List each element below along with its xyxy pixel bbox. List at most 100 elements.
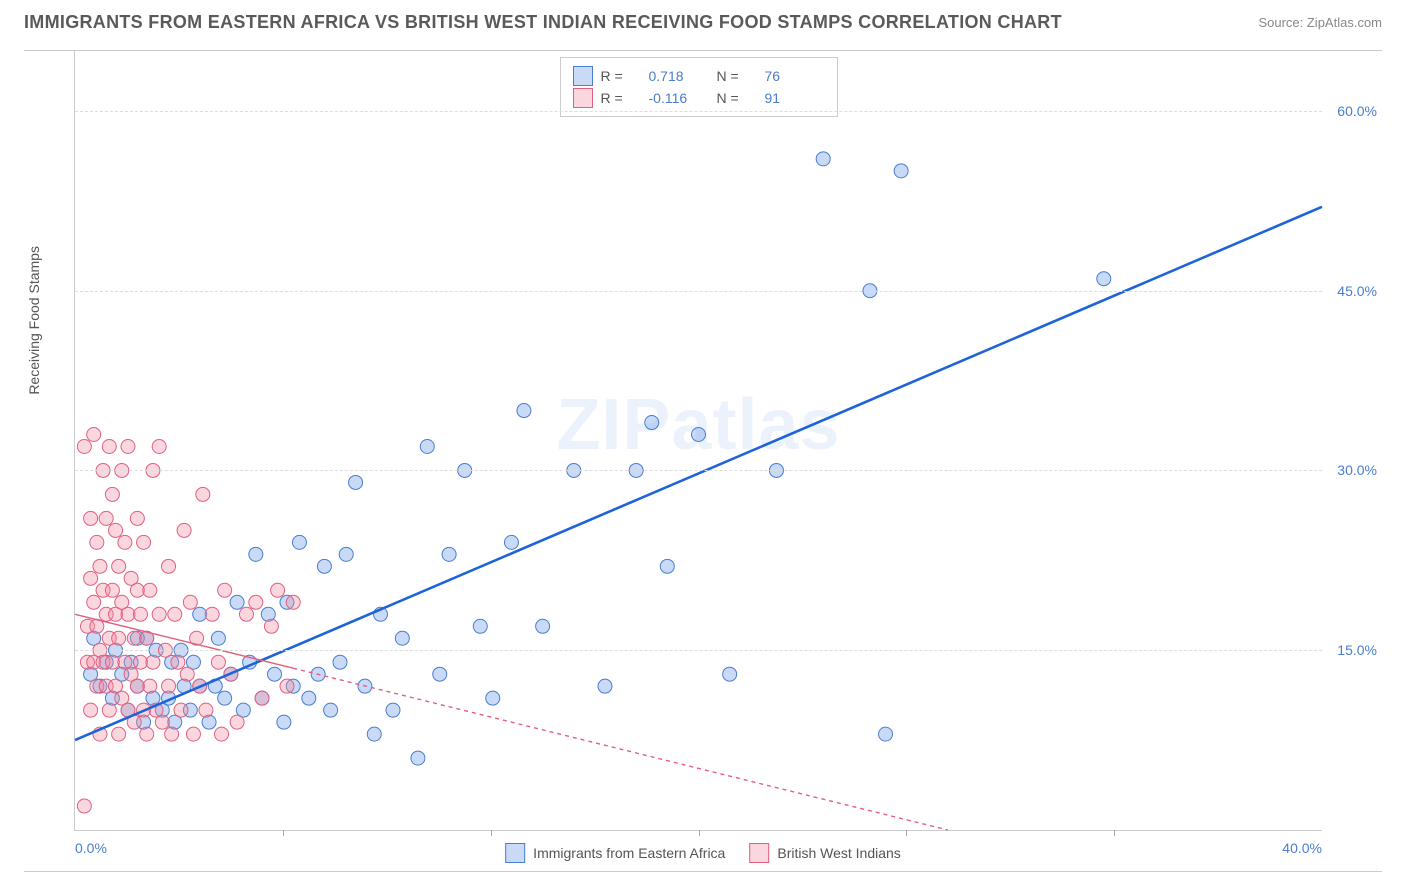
legend-r-label: R = — [601, 68, 641, 84]
scatter-point — [102, 703, 116, 717]
scatter-point — [130, 679, 144, 693]
scatter-point — [333, 655, 347, 669]
scatter-point — [264, 619, 278, 633]
scatter-point — [723, 667, 737, 681]
x-tick-mark — [283, 830, 284, 836]
scatter-point — [292, 535, 306, 549]
scatter-point — [77, 799, 91, 813]
y-tick-label: 45.0% — [1337, 283, 1377, 299]
scatter-point — [816, 152, 830, 166]
scatter-svg — [75, 51, 1322, 830]
scatter-point — [130, 583, 144, 597]
scatter-point — [105, 583, 119, 597]
y-axis-label: Receiving Food Stamps — [26, 246, 42, 395]
scatter-point — [146, 655, 160, 669]
legend-swatch-blue — [505, 843, 525, 863]
scatter-point — [218, 691, 232, 705]
scatter-point — [280, 679, 294, 693]
scatter-point — [171, 655, 185, 669]
scatter-point — [162, 559, 176, 573]
scatter-point — [162, 679, 176, 693]
scatter-point — [536, 619, 550, 633]
scatter-point — [93, 559, 107, 573]
scatter-point — [660, 559, 674, 573]
scatter-point — [112, 727, 126, 741]
scatter-point — [249, 595, 263, 609]
scatter-point — [133, 655, 147, 669]
scatter-point — [137, 535, 151, 549]
scatter-point — [165, 727, 179, 741]
series-legend-label: Immigrants from Eastern Africa — [533, 845, 725, 861]
scatter-point — [109, 523, 123, 537]
scatter-point — [271, 583, 285, 597]
scatter-point — [177, 523, 191, 537]
scatter-point — [112, 631, 126, 645]
x-tick-mark — [699, 830, 700, 836]
x-tick-label: 40.0% — [1282, 840, 1322, 856]
source-label: Source: ZipAtlas.com — [1258, 15, 1382, 30]
scatter-point — [268, 667, 282, 681]
scatter-point — [118, 535, 132, 549]
legend-r-value-pink: -0.116 — [649, 90, 709, 106]
scatter-point — [155, 715, 169, 729]
grid-line — [75, 650, 1322, 651]
x-tick-mark — [906, 830, 907, 836]
chart-container: Receiving Food Stamps ZIPatlas R = 0.718… — [24, 50, 1382, 872]
scatter-point — [879, 727, 893, 741]
scatter-point — [339, 547, 353, 561]
scatter-point — [230, 715, 244, 729]
legend-row-blue: R = 0.718 N = 76 — [573, 66, 825, 86]
scatter-point — [152, 607, 166, 621]
scatter-point — [199, 703, 213, 717]
x-tick-mark — [1114, 830, 1115, 836]
legend-n-label: N = — [717, 90, 757, 106]
grid-line — [75, 291, 1322, 292]
scatter-point — [395, 631, 409, 645]
legend-n-value-pink: 91 — [765, 90, 825, 106]
scatter-point — [84, 571, 98, 585]
scatter-point — [692, 428, 706, 442]
y-tick-label: 15.0% — [1337, 642, 1377, 658]
y-tick-label: 30.0% — [1337, 462, 1377, 478]
legend-swatch-pink — [749, 843, 769, 863]
scatter-point — [121, 607, 135, 621]
scatter-point — [349, 475, 363, 489]
scatter-point — [218, 583, 232, 597]
series-legend-item-pink: British West Indians — [749, 843, 900, 863]
scatter-point — [152, 439, 166, 453]
scatter-point — [211, 631, 225, 645]
scatter-point — [486, 691, 500, 705]
scatter-point — [84, 703, 98, 717]
scatter-point — [367, 727, 381, 741]
series-legend: Immigrants from Eastern Africa British W… — [505, 843, 901, 863]
scatter-point — [517, 404, 531, 418]
scatter-point — [386, 703, 400, 717]
grid-line — [75, 111, 1322, 112]
scatter-point — [140, 727, 154, 741]
legend-swatch-blue — [573, 66, 593, 86]
scatter-point — [645, 416, 659, 430]
scatter-point — [277, 715, 291, 729]
scatter-point — [894, 164, 908, 178]
scatter-point — [186, 727, 200, 741]
scatter-point — [1097, 272, 1111, 286]
y-tick-label: 60.0% — [1337, 103, 1377, 119]
scatter-point — [183, 595, 197, 609]
scatter-point — [121, 439, 135, 453]
scatter-point — [174, 703, 188, 717]
scatter-point — [239, 607, 253, 621]
scatter-point — [77, 439, 91, 453]
series-legend-item-blue: Immigrants from Eastern Africa — [505, 843, 725, 863]
scatter-point — [230, 595, 244, 609]
scatter-point — [255, 691, 269, 705]
scatter-point — [411, 751, 425, 765]
grid-line — [75, 470, 1322, 471]
scatter-point — [130, 511, 144, 525]
legend-n-label: N = — [717, 68, 757, 84]
scatter-point — [112, 559, 126, 573]
scatter-point — [84, 511, 98, 525]
scatter-point — [102, 439, 116, 453]
scatter-point — [90, 535, 104, 549]
scatter-point — [133, 607, 147, 621]
plot-area: ZIPatlas R = 0.718 N = 76 R = -0.116 N =… — [74, 51, 1322, 831]
